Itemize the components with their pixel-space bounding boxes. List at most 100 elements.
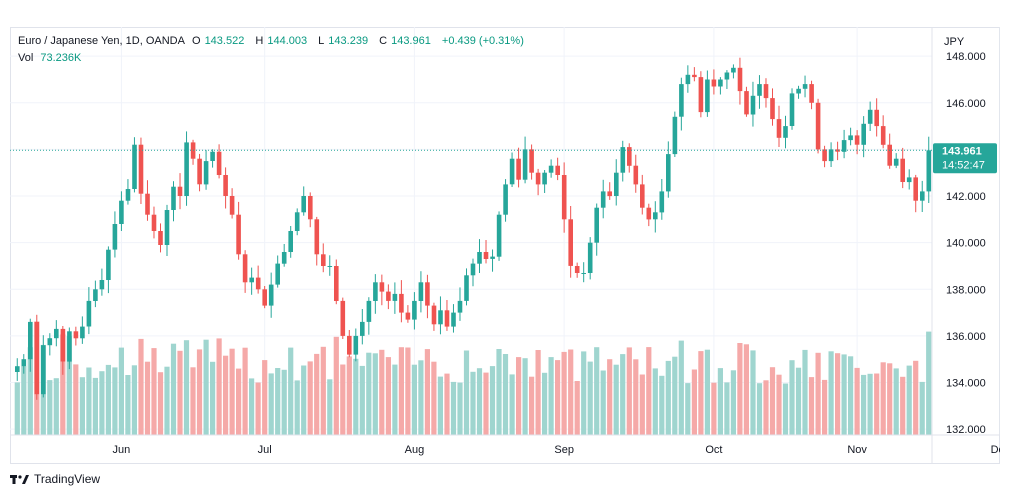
candle-body[interactable] (262, 289, 267, 306)
candle-body[interactable] (737, 67, 743, 92)
candle-body[interactable] (926, 150, 932, 192)
candle-body[interactable] (906, 177, 912, 183)
candle-body[interactable] (184, 142, 189, 196)
candle-body[interactable] (679, 84, 684, 117)
candle-body[interactable] (288, 231, 293, 252)
candle-body[interactable] (54, 328, 59, 339)
candle-body[interactable] (568, 219, 573, 266)
candle-body[interactable] (321, 254, 326, 266)
candle-body[interactable] (672, 116, 678, 155)
candle-body[interactable] (275, 263, 280, 285)
candle-body[interactable] (822, 149, 827, 162)
candle-body[interactable] (373, 282, 378, 301)
candle-body[interactable] (86, 300, 92, 327)
candle-body[interactable] (73, 331, 79, 339)
candle-body[interactable] (874, 109, 879, 127)
candle-body[interactable] (503, 184, 508, 215)
candle-body[interactable] (640, 184, 645, 208)
candle-body[interactable] (698, 77, 704, 113)
candlestick-chart[interactable]: JPY 132.000 134.000 136.000 138.000 140.000 14… (10, 27, 1000, 464)
candle-body[interactable] (360, 321, 365, 336)
candle-body[interactable] (620, 147, 626, 173)
candle-body[interactable] (80, 326, 85, 339)
candle-body[interactable] (920, 191, 925, 201)
candle-body[interactable] (294, 212, 300, 231)
candle-body[interactable] (477, 252, 482, 264)
candle-body[interactable] (125, 189, 131, 201)
candle-body[interactable] (731, 67, 736, 73)
candle-body[interactable] (249, 277, 254, 283)
candle-body[interactable] (223, 175, 228, 196)
candle-body[interactable] (646, 207, 652, 220)
candle-body[interactable] (470, 263, 476, 276)
candle-body[interactable] (112, 224, 118, 250)
candle-body[interactable] (236, 214, 241, 255)
candle-body[interactable] (464, 275, 469, 301)
candle-body[interactable] (34, 321, 40, 395)
candle-body[interactable] (425, 282, 430, 306)
candle-body[interactable] (171, 186, 176, 210)
candle-body[interactable] (744, 91, 749, 115)
candle-body[interactable] (724, 72, 730, 80)
candle-body[interactable] (522, 149, 528, 180)
candle-body[interactable] (490, 256, 495, 259)
candle-body[interactable] (451, 312, 456, 327)
candle-body[interactable] (327, 266, 333, 267)
candle-body[interactable] (145, 193, 150, 215)
candle-body[interactable] (757, 84, 762, 96)
candle-body[interactable] (379, 282, 385, 292)
candle-body[interactable] (418, 282, 424, 301)
candle-body[interactable] (405, 312, 411, 320)
candle-body[interactable] (763, 84, 769, 99)
candle-body[interactable] (197, 158, 202, 185)
candle-body[interactable] (711, 79, 717, 87)
candle-body[interactable] (659, 191, 665, 213)
candle-body[interactable] (867, 109, 873, 124)
candle-body[interactable] (496, 214, 502, 257)
candle-body[interactable] (347, 335, 352, 355)
candle-body[interactable] (281, 252, 287, 264)
candle-body[interactable] (854, 135, 860, 145)
candle-body[interactable] (880, 126, 886, 145)
candle-body[interactable] (692, 74, 697, 78)
candle-body[interactable] (815, 102, 821, 150)
candle-body[interactable] (653, 212, 658, 220)
candle-body[interactable] (392, 293, 398, 301)
candle-body[interactable] (386, 291, 391, 301)
candle-body[interactable] (789, 93, 795, 126)
candle-body[interactable] (353, 335, 359, 355)
candle-body[interactable] (509, 158, 515, 185)
candle-body[interactable] (41, 345, 46, 395)
candle-body[interactable] (666, 154, 671, 192)
candle-body[interactable] (594, 207, 599, 243)
candle-body[interactable] (99, 280, 105, 290)
candle-body[interactable] (399, 293, 404, 313)
candle-body[interactable] (900, 158, 905, 182)
candle-body[interactable] (614, 172, 619, 196)
candle-body[interactable] (132, 144, 137, 189)
candle-body[interactable] (600, 191, 606, 208)
candle-body[interactable] (574, 266, 580, 273)
candle-body[interactable] (314, 219, 320, 255)
candle-body[interactable] (210, 151, 215, 161)
candle-body[interactable] (15, 366, 20, 372)
candle-body[interactable] (438, 310, 443, 325)
candle-body[interactable] (607, 191, 612, 197)
candle-body[interactable] (516, 158, 521, 180)
candle-body[interactable] (444, 310, 450, 327)
candle-body[interactable] (106, 249, 111, 280)
candle-body[interactable] (887, 144, 892, 166)
candle-body[interactable] (913, 177, 918, 201)
candle-body[interactable] (718, 79, 723, 87)
candle-body[interactable] (67, 331, 72, 362)
candle-body[interactable] (21, 359, 27, 367)
candle-body[interactable] (835, 149, 840, 152)
candle-body[interactable] (457, 300, 463, 313)
candle-body[interactable] (203, 161, 209, 185)
candle-body[interactable] (242, 254, 248, 283)
candle-body[interactable] (268, 284, 274, 306)
candle-body[interactable] (431, 305, 437, 325)
candle-body[interactable] (796, 88, 801, 94)
candle-body[interactable] (366, 300, 372, 322)
candle-body[interactable] (119, 200, 124, 224)
